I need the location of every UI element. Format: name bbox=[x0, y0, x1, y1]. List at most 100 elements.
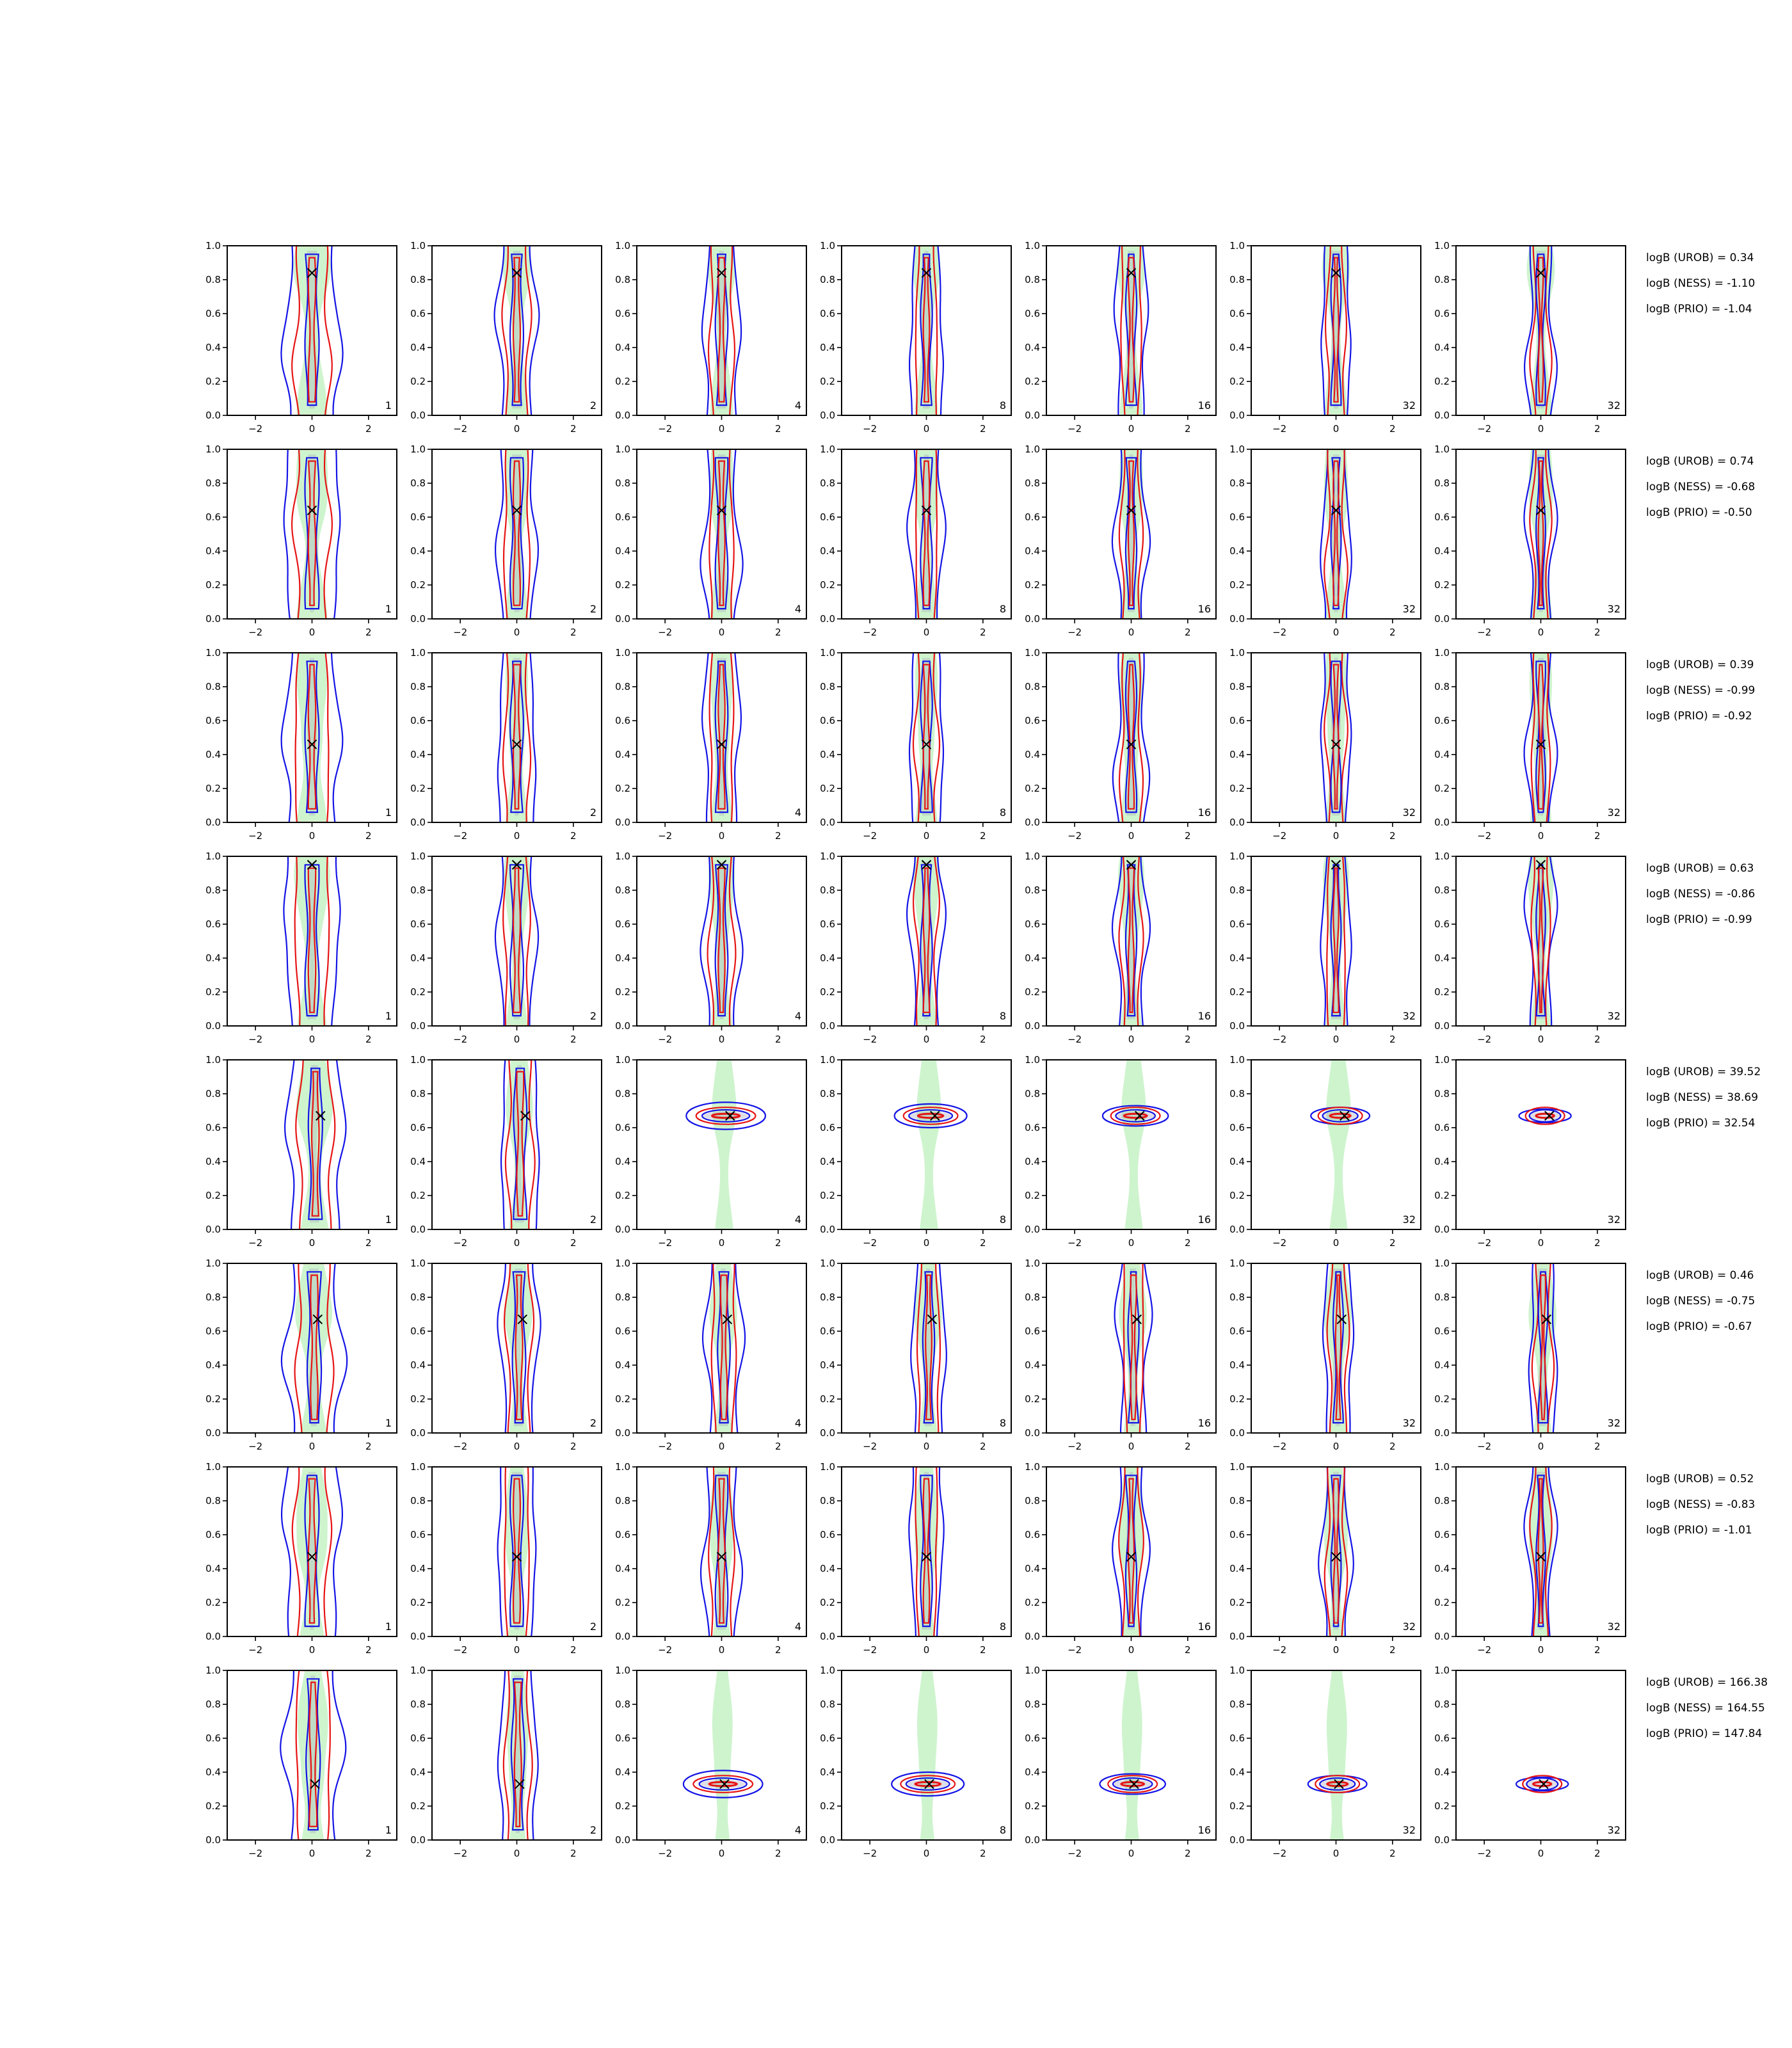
x-tick-label: 0 bbox=[719, 1034, 725, 1045]
y-tick-label: 0.2 bbox=[1229, 986, 1245, 998]
x-tick-label: 0 bbox=[1538, 627, 1544, 638]
panel-r4-c4: −2 0 2 0.0 0.2 0.4 0.6 0.8 1.0 8 bbox=[820, 851, 1012, 1045]
x-tick-label: −2 bbox=[863, 627, 877, 638]
y-tick-label: 0.2 bbox=[205, 1393, 221, 1405]
panel-contours bbox=[701, 653, 742, 822]
red-contour-outer bbox=[504, 1467, 530, 1636]
x-tick-label: 2 bbox=[570, 1441, 577, 1452]
x-tick-label: −2 bbox=[453, 1441, 467, 1452]
y-tick-label: 1.0 bbox=[1434, 444, 1450, 455]
y-tick-label: 1.0 bbox=[205, 1665, 221, 1676]
panel-corner-label: 16 bbox=[1198, 603, 1211, 615]
x-tick-label: −2 bbox=[248, 1848, 262, 1859]
logb-annotation: logB (NESS) = -0.86 bbox=[1646, 888, 1755, 900]
panel-contours bbox=[701, 1263, 746, 1433]
panel-contours bbox=[283, 856, 341, 1026]
red-contour-outer bbox=[1317, 1106, 1363, 1125]
blue-contour-inner bbox=[304, 660, 320, 813]
x-tick-label: 0 bbox=[719, 423, 725, 435]
panel-corner-label: 1 bbox=[385, 806, 392, 819]
red-contour-inner bbox=[717, 1478, 726, 1624]
y-tick-label: 0.8 bbox=[1434, 274, 1450, 285]
x-tick-label: 0 bbox=[309, 1644, 316, 1656]
panel-corner-label: 1 bbox=[385, 1620, 392, 1633]
y-tick-label: 0.2 bbox=[1025, 1190, 1040, 1201]
blue-contour-inner bbox=[1112, 1777, 1153, 1791]
true-value-marker bbox=[930, 1110, 940, 1121]
y-tick-label: 0.8 bbox=[1025, 1292, 1040, 1303]
true-value-marker bbox=[921, 1551, 932, 1562]
y-tick-label: 1.0 bbox=[410, 851, 426, 862]
logb-annotation: logB (PRIO) = -1.01 bbox=[1646, 1524, 1752, 1537]
x-tick-label: 0 bbox=[1538, 1034, 1544, 1045]
blue-contour-outer bbox=[1111, 856, 1151, 1026]
y-tick-label: 0.2 bbox=[820, 1800, 835, 1812]
blue-contour-outer bbox=[280, 1670, 347, 1840]
blue-contour-outer bbox=[700, 856, 744, 1026]
green-density-fill bbox=[1119, 1263, 1147, 1433]
red-contour-outer bbox=[900, 1775, 956, 1793]
panel-corner-label: 16 bbox=[1198, 1620, 1211, 1633]
x-tick-label: 2 bbox=[1389, 1237, 1396, 1249]
x-tick-label: 2 bbox=[775, 1848, 781, 1859]
y-tick-label: 0.0 bbox=[615, 613, 630, 625]
y-tick-label: 0.4 bbox=[1229, 952, 1245, 964]
x-tick-label: 2 bbox=[365, 1034, 372, 1045]
y-tick-label: 0.8 bbox=[1229, 884, 1245, 896]
red-contour-outer bbox=[502, 856, 531, 1026]
y-tick-label: 0.6 bbox=[1229, 1529, 1245, 1540]
panel-r7-c7: −2 0 2 0.0 0.2 0.4 0.6 0.8 1.0 32 bbox=[1434, 1461, 1626, 1656]
y-tick-label: 0.6 bbox=[820, 511, 835, 523]
blue-contour-inner bbox=[1528, 1109, 1562, 1123]
green-density-fill bbox=[1528, 856, 1554, 1026]
gray-density-fill bbox=[1116, 1111, 1156, 1121]
x-tick-label: 2 bbox=[1594, 423, 1601, 435]
blue-contour-outer bbox=[685, 1101, 767, 1130]
x-tick-label: −2 bbox=[658, 1237, 672, 1249]
x-tick-label: −2 bbox=[863, 1237, 877, 1249]
y-tick-label: 0.2 bbox=[1025, 986, 1040, 998]
panel-contours bbox=[1320, 449, 1352, 619]
y-tick-label: 0.6 bbox=[615, 715, 630, 726]
y-tick-label: 0.2 bbox=[1229, 1597, 1245, 1608]
true-value-marker bbox=[307, 505, 317, 516]
green-density-fill bbox=[916, 1670, 938, 1840]
green-density-fill bbox=[503, 856, 531, 1026]
y-tick-label: 0.6 bbox=[1025, 715, 1040, 726]
panel-contours bbox=[908, 1467, 945, 1636]
panel-contours bbox=[494, 856, 540, 1026]
red-contour-outer bbox=[294, 653, 330, 822]
panel-contours bbox=[1515, 1775, 1569, 1793]
y-tick-label: 0.0 bbox=[1434, 1631, 1450, 1642]
y-tick-label: 0.8 bbox=[1434, 477, 1450, 489]
panel-corner-label: 32 bbox=[1608, 1417, 1620, 1429]
gray-density-fill bbox=[922, 861, 931, 1020]
y-tick-label: 0.0 bbox=[410, 817, 426, 828]
y-tick-label: 0.6 bbox=[1434, 715, 1450, 726]
panel-contours bbox=[1523, 1467, 1558, 1636]
red-contour-outer bbox=[291, 449, 333, 619]
blue-contour-outer bbox=[1528, 1263, 1558, 1433]
panel-corner-label: 4 bbox=[795, 1010, 801, 1022]
blue-contour-inner bbox=[305, 1678, 321, 1831]
y-tick-label: 0.6 bbox=[410, 1529, 426, 1540]
x-tick-label: −2 bbox=[453, 1034, 467, 1045]
red-contour-inner bbox=[515, 1274, 524, 1420]
blue-contour-outer bbox=[494, 856, 540, 1026]
green-density-fill bbox=[504, 1263, 532, 1433]
green-density-fill bbox=[708, 856, 735, 1026]
red-contour-outer bbox=[708, 449, 735, 619]
blue-contour-inner bbox=[1330, 1475, 1342, 1628]
y-tick-label: 0.0 bbox=[615, 1631, 630, 1642]
y-tick-label: 0.0 bbox=[1434, 1427, 1450, 1439]
x-tick-label: −2 bbox=[1477, 1237, 1491, 1249]
y-tick-label: 0.6 bbox=[1434, 1122, 1450, 1133]
panel-corner-label: 32 bbox=[1403, 1824, 1416, 1836]
true-value-marker bbox=[1334, 1779, 1344, 1789]
x-tick-label: 0 bbox=[514, 1644, 520, 1656]
y-tick-label: 0.4 bbox=[1229, 342, 1245, 353]
x-tick-label: 2 bbox=[1185, 1644, 1191, 1656]
y-tick-label: 0.0 bbox=[410, 613, 426, 625]
y-tick-label: 0.4 bbox=[615, 749, 630, 760]
y-tick-label: 0.6 bbox=[1229, 308, 1245, 319]
